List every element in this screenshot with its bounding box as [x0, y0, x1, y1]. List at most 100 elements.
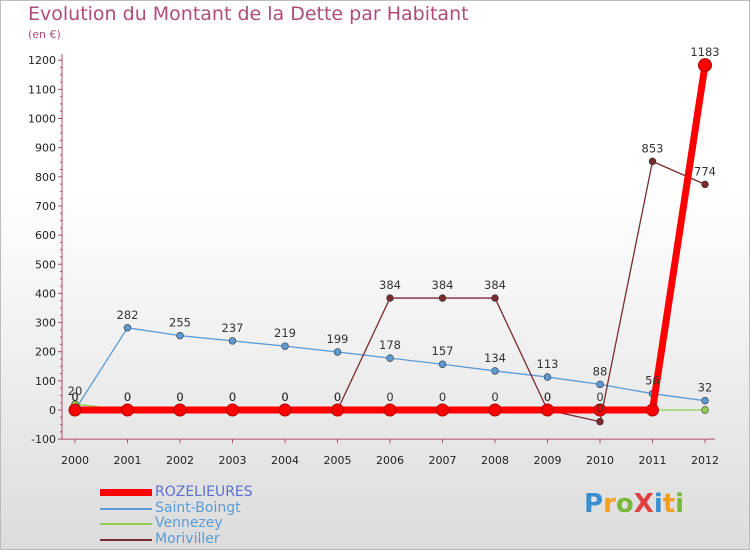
data-label: 0 — [596, 402, 603, 416]
data-point — [701, 396, 709, 405]
data-point — [438, 294, 447, 302]
data-point — [593, 403, 607, 417]
legend-label: Saint-Boingt — [155, 499, 241, 516]
logo-letter: r — [603, 489, 616, 519]
y-tick-label: 900 — [35, 142, 56, 155]
data-label: 32 — [698, 381, 713, 395]
data-label: 219 — [274, 326, 296, 340]
data-label: 0 — [281, 390, 288, 404]
data-point — [331, 403, 344, 417]
y-tick-label: 1200 — [28, 54, 56, 67]
chart-subtitle: (en €) — [28, 28, 61, 41]
y-tick-label: 300 — [35, 317, 56, 330]
y-tick-label: 1100 — [28, 83, 56, 96]
legend-label: Moriviller — [155, 530, 220, 547]
legend-swatch — [100, 523, 152, 525]
data-label: 237 — [222, 321, 244, 335]
data-point — [541, 403, 554, 417]
x-tick-label: 2003 — [219, 454, 247, 467]
chart-title: Evolution du Montant de la Dette par Hab… — [28, 3, 469, 25]
x-tick-label: 2006 — [376, 454, 404, 467]
data-label: 1183 — [690, 45, 719, 59]
data-point — [383, 403, 397, 417]
y-tick-label: 800 — [35, 171, 56, 184]
x-tick-label: 2000 — [61, 454, 89, 467]
data-point — [698, 58, 712, 73]
y-tick-label: 400 — [35, 287, 56, 300]
data-point — [491, 294, 499, 302]
data-label: 0 — [596, 390, 603, 404]
data-label: 0 — [71, 390, 78, 404]
data-label: 0 — [176, 390, 183, 404]
data-label: 0 — [491, 390, 498, 404]
proxiti-logo: ProXiti — [584, 489, 684, 519]
y-tick-label: 100 — [35, 375, 56, 388]
data-point — [333, 348, 342, 356]
data-point — [281, 342, 289, 350]
logo-letter: P — [584, 489, 604, 519]
logo-letter: i — [653, 489, 663, 519]
data-label: 0 — [176, 390, 183, 404]
data-point — [121, 403, 134, 417]
data-label: 0 — [386, 390, 393, 404]
y-tick-label: 200 — [35, 346, 56, 359]
x-tick-label: 2007 — [429, 454, 457, 467]
x-tick-label: 2010 — [586, 454, 614, 467]
legend-label: Vennezey — [155, 515, 223, 531]
data-point — [278, 403, 292, 417]
legend-swatch — [100, 538, 152, 541]
data-label: 0 — [229, 390, 236, 404]
x-tick-label: 2005 — [324, 454, 352, 467]
data-label: 20 — [68, 384, 83, 398]
data-label: 88 — [593, 364, 608, 378]
data-point — [436, 403, 449, 417]
data-label: 199 — [327, 332, 349, 346]
data-label: 0 — [544, 390, 551, 404]
data-point — [173, 403, 187, 417]
data-label: 0 — [281, 390, 288, 404]
data-label: 0 — [439, 390, 446, 404]
data-point — [123, 324, 132, 332]
data-point — [648, 157, 657, 166]
y-tick-label: 0 — [49, 404, 56, 417]
data-label: 255 — [169, 316, 191, 330]
x-tick-label: 2009 — [534, 454, 562, 467]
data-label: 0 — [334, 390, 341, 404]
x-tick-label: 2001 — [114, 454, 142, 467]
x-tick-label: 2008 — [481, 454, 509, 467]
data-point — [596, 380, 604, 389]
x-tick-label: 2012 — [691, 454, 719, 467]
data-point — [701, 180, 709, 189]
data-label: 0 — [544, 390, 551, 404]
data-label: 0 — [334, 390, 341, 404]
x-tick-label: 2011 — [639, 454, 667, 467]
logo-letter: t — [662, 489, 676, 519]
data-label: 853 — [642, 141, 664, 155]
x-tick-label: 2002 — [166, 454, 194, 467]
data-point — [68, 403, 82, 417]
y-tick-label: 600 — [35, 229, 56, 242]
data-label: 56 — [645, 374, 660, 388]
logo-letter: o — [615, 489, 634, 519]
y-tick-label: 1000 — [28, 113, 56, 126]
data-point — [646, 403, 659, 417]
y-tick-label: 500 — [35, 258, 56, 271]
legend-swatch — [100, 507, 152, 510]
data-point — [226, 403, 239, 417]
y-tick-label: 700 — [35, 200, 56, 213]
data-label: 282 — [117, 308, 139, 322]
data-label: 113 — [537, 357, 559, 371]
data-label: 0 — [229, 390, 236, 404]
data-label: 0 — [71, 390, 78, 404]
logo-letter: i — [675, 489, 685, 519]
data-point — [488, 403, 502, 417]
data-point — [543, 373, 552, 381]
y-tick-label: -100 — [31, 433, 56, 446]
data-point — [701, 406, 709, 414]
data-label: 774 — [694, 164, 716, 178]
legend-swatch — [100, 489, 152, 496]
data-point — [596, 417, 604, 426]
data-point — [386, 354, 394, 362]
data-point — [491, 367, 499, 375]
